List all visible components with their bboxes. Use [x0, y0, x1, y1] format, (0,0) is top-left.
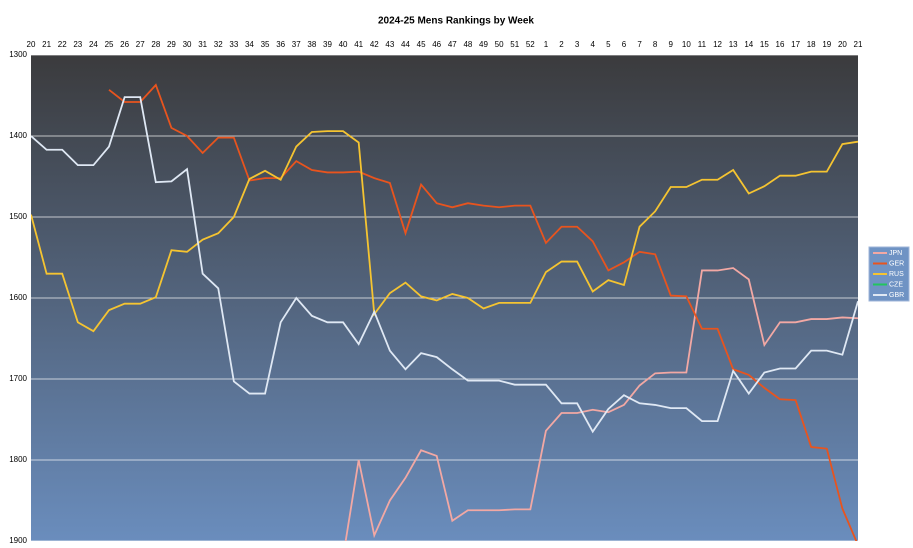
legend-label: RUS — [889, 271, 904, 278]
y-tick-label: 1500 — [9, 212, 27, 221]
x-tick-label: 24 — [89, 40, 98, 49]
x-tick-label: 21 — [42, 40, 51, 49]
x-tick-label: 21 — [854, 40, 863, 49]
x-tick-label: 7 — [637, 40, 642, 49]
x-tick-label: 10 — [682, 40, 691, 49]
x-tick-label: 37 — [292, 40, 301, 49]
y-tick-label: 1900 — [9, 536, 27, 545]
x-tick-label: 31 — [198, 40, 207, 49]
x-tick-label: 40 — [339, 40, 348, 49]
x-tick-label: 48 — [463, 40, 472, 49]
legend-label: GER — [889, 260, 904, 267]
x-tick-label: 39 — [323, 40, 332, 49]
x-tick-label: 14 — [744, 40, 753, 49]
x-tick-label: 43 — [385, 40, 394, 49]
x-tick-label: 42 — [370, 40, 379, 49]
x-tick-label: 27 — [136, 40, 145, 49]
y-tick-label: 1600 — [9, 293, 27, 302]
x-tick-label: 16 — [776, 40, 785, 49]
x-tick-label: 20 — [27, 40, 36, 49]
y-tick-label: 1300 — [9, 50, 27, 59]
x-tick-label: 15 — [760, 40, 769, 49]
x-tick-label: 2 — [559, 40, 564, 49]
x-tick-label: 38 — [307, 40, 316, 49]
series-line — [344, 267, 858, 541]
series-line — [31, 96, 858, 434]
x-tick-label: 50 — [495, 40, 504, 49]
x-tick-label: 44 — [401, 40, 410, 49]
legend-label: CZE — [889, 281, 903, 288]
legend: JPN GER RUS CZE GBR — [868, 246, 910, 302]
x-tick-label: 25 — [105, 40, 114, 49]
x-tick-label: 9 — [669, 40, 674, 49]
legend-label: JPN — [889, 250, 902, 257]
x-tick-label: 35 — [261, 40, 270, 49]
legend-label: GBR — [889, 292, 904, 299]
x-tick-label: 52 — [526, 40, 535, 49]
x-tick-label: 28 — [151, 40, 160, 49]
x-tick-label: 20 — [838, 40, 847, 49]
y-tick-label: 1800 — [9, 455, 27, 464]
x-tick-label: 33 — [229, 40, 238, 49]
series-line — [108, 83, 858, 541]
chart-title: 2024-25 Mens Rankings by Week — [378, 16, 534, 27]
x-tick-label: 36 — [276, 40, 285, 49]
y-tick-label: 1700 — [9, 374, 27, 383]
x-tick-label: 23 — [73, 40, 82, 49]
x-tick-label: 26 — [120, 40, 129, 49]
x-tick-label: 18 — [807, 40, 816, 49]
x-tick-label: 12 — [713, 40, 722, 49]
x-tick-label: 4 — [591, 40, 596, 49]
x-tick-label: 17 — [791, 40, 800, 49]
x-tick-label: 41 — [354, 40, 363, 49]
x-tick-label: 46 — [432, 40, 441, 49]
x-tick-label: 47 — [448, 40, 457, 49]
x-tick-label: 1 — [544, 40, 549, 49]
x-tick-label: 6 — [622, 40, 627, 49]
x-tick-label: 45 — [417, 40, 426, 49]
x-tick-label: 11 — [698, 40, 707, 49]
x-tick-label: 49 — [479, 40, 488, 49]
series-line — [31, 130, 858, 333]
series-group — [31, 83, 858, 541]
x-tick-label: 13 — [729, 40, 738, 49]
x-tick-label: 3 — [575, 40, 580, 49]
x-tick-label: 51 — [510, 40, 519, 49]
y-tick-label: 1400 — [9, 131, 27, 140]
x-tick-label: 19 — [822, 40, 831, 49]
x-tick-label: 5 — [606, 40, 611, 49]
x-tick-label: 8 — [653, 40, 658, 49]
x-tick-label: 34 — [245, 40, 254, 49]
x-tick-label: 32 — [214, 40, 223, 49]
x-tick-label: 29 — [167, 40, 176, 49]
x-tick-label: 22 — [58, 40, 67, 49]
x-tick-label: 30 — [183, 40, 192, 49]
